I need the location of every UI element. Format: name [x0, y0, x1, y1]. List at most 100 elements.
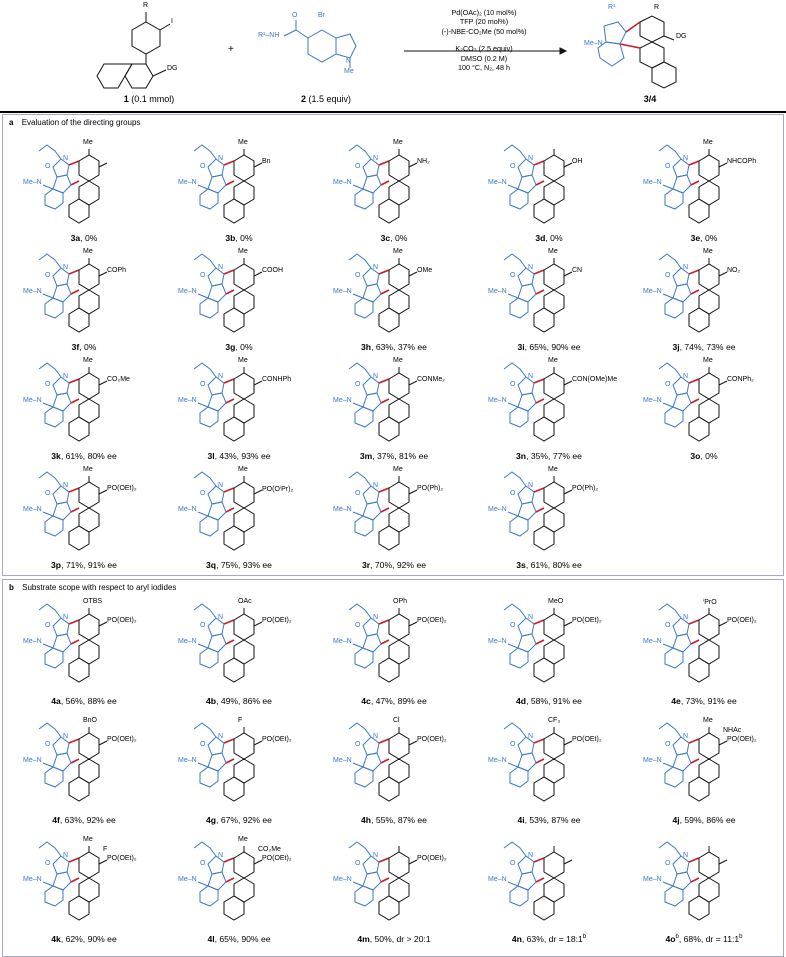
- compound-3q: O N Me–N Me PO(OⁱPr)₂ 3q, 75%, 93% ee: [164, 466, 314, 578]
- n-methyl-label: Me–N: [333, 757, 352, 764]
- carbonyl-o-label: O: [355, 490, 361, 497]
- reactant-1-amount: (0.1 mmol): [131, 94, 175, 104]
- carbonyl-o-label: O: [200, 381, 206, 388]
- directing-group-label: CON(OMe)Me: [572, 376, 618, 383]
- carbonyl-o-label: O: [510, 272, 516, 279]
- compound-structure: [38, 841, 108, 921]
- directing-group-label: OMe: [417, 267, 433, 274]
- reactant-2-br-label: Br: [318, 12, 325, 19]
- n-methyl-label: Me–N: [643, 638, 662, 645]
- compound-yield: , 59%, 86% ee: [679, 815, 736, 825]
- reactant-1-dg-label: DG: [167, 65, 178, 72]
- compound-structure: [38, 603, 108, 683]
- compound-number: 4c: [361, 696, 371, 706]
- compound-caption: 3i, 65%, 90% ee: [474, 342, 624, 352]
- top-substituent-label: Me: [548, 357, 558, 364]
- directing-group-label: PO(OEt)₂: [262, 855, 292, 862]
- compound-caption: 3g, 0%: [164, 342, 314, 352]
- compound-4m: O N Me–N PO(OEt)₂ 4m, 50%, dr > 20:1: [319, 838, 469, 948]
- compound-structure: [348, 722, 418, 802]
- n-methyl-label: Me–N: [643, 288, 662, 295]
- n-methyl-label: Me–N: [488, 638, 507, 645]
- compound-caption: 3j, 74%, 73% ee: [629, 342, 779, 352]
- compound-caption: 4l, 65%, 90% ee: [164, 934, 314, 944]
- extra-substituent-label: F: [103, 846, 108, 853]
- top-substituent-label: OPh: [393, 598, 408, 605]
- n-methyl-label: Me–N: [178, 506, 197, 513]
- reactant-1-r-label: R: [143, 2, 149, 9]
- amide-n-label: N: [373, 733, 379, 740]
- compound-yield: , 0%: [80, 233, 98, 243]
- product-r1-label: R¹: [608, 4, 616, 11]
- compound-3l: O N Me–N Me CONHPh 3l, 43%, 93% ee: [164, 357, 314, 469]
- compound-4a: O N Me–N OTBS PO(OEt)₂ 4a, 56%, 88% ee: [9, 598, 159, 710]
- compound-3b: O N Me–N Me Bn 3b, 0%: [164, 139, 314, 251]
- compound-yield: , 55%, 87% ee: [371, 815, 427, 825]
- compound-structure: [503, 144, 573, 224]
- n-methyl-label: Me–N: [643, 876, 662, 883]
- compound-yield: , 68%, dr = 11:1: [678, 934, 740, 944]
- carbonyl-o-label: O: [665, 163, 671, 170]
- top-substituent-label: Me: [703, 248, 713, 255]
- compound-number: 3r: [361, 560, 371, 570]
- top-substituent-label: Me: [238, 139, 248, 146]
- compound-yield: , 65%, 90% ee: [524, 342, 581, 352]
- directing-group-label: PO(OEt)₂: [107, 485, 137, 492]
- n-methyl-label: Me–N: [23, 506, 42, 513]
- compound-number: 4d: [516, 696, 527, 706]
- compound-number: 3k: [51, 451, 61, 461]
- compound-structure: [193, 471, 263, 551]
- top-substituent-label: Me: [238, 466, 248, 473]
- carbonyl-o-label: O: [665, 381, 671, 388]
- directing-group-label: COOH: [262, 267, 283, 274]
- compound-structure: [348, 362, 418, 442]
- compound-yield: , 65%, 90% ee: [214, 934, 271, 944]
- n-methyl-label: Me–N: [643, 397, 662, 404]
- directing-group-label: CONMe₂: [417, 376, 445, 383]
- amide-n-label: N: [63, 264, 69, 271]
- amide-n-label: N: [218, 264, 224, 271]
- carbonyl-o-label: O: [510, 622, 516, 629]
- compound-number: 3b: [225, 233, 236, 243]
- compound-3o: O N Me–N Me CONPh₂ 3o, 0%: [629, 357, 779, 469]
- condition-line-6: 100 °C, N₂, 48 h: [457, 63, 510, 73]
- carbonyl-o-label: O: [355, 163, 361, 170]
- panel-a: a Evaluation of the directing groups O N M…: [2, 114, 784, 576]
- compound-structure: [193, 144, 263, 224]
- carbonyl-o-label: O: [45, 272, 51, 279]
- compound-caption: 3k, 61%, 80% ee: [9, 451, 159, 461]
- compound-caption: 4c, 47%, 89% ee: [319, 696, 469, 706]
- reactant-2-n-label: N: [346, 58, 352, 65]
- compound-3c: O N Me–N Me NH₂ 3c, 0%: [319, 139, 469, 251]
- top-substituent-label: Me: [548, 466, 558, 473]
- compound-structure: [193, 841, 263, 921]
- compound-yield: , 70%, 92% ee: [370, 560, 427, 570]
- directing-group-label: NH₂: [417, 158, 430, 165]
- top-substituent-label: Me: [548, 248, 558, 255]
- amide-n-label: N: [683, 264, 689, 271]
- reactant-2-o-label: O: [292, 12, 298, 19]
- amide-n-label: N: [373, 482, 379, 489]
- compound-yield: , 58%, 91% ee: [526, 696, 582, 706]
- compound-number: 4o: [665, 934, 676, 944]
- compound-number: 3p: [51, 560, 62, 570]
- compound-caption: 4i, 53%, 87% ee: [474, 815, 624, 825]
- compound-structure: [348, 841, 418, 921]
- compound-yield: , 0%: [390, 233, 408, 243]
- carbonyl-o-label: O: [665, 860, 671, 867]
- reaction-scheme: R I DG 1 (0.1 mmol) + Br O R¹–NH N Me 2 …: [0, 0, 786, 110]
- amide-n-label: N: [373, 264, 379, 271]
- compound-number: 4e: [671, 696, 681, 706]
- compound-structure: [38, 722, 108, 802]
- carbonyl-o-label: O: [45, 490, 51, 497]
- carbonyl-o-label: O: [45, 381, 51, 388]
- directing-group-label: PO(OEt)₂: [572, 617, 602, 624]
- amide-n-label: N: [373, 373, 379, 380]
- carbonyl-o-label: O: [45, 741, 51, 748]
- top-substituent-label: Me: [238, 836, 248, 843]
- compound-4h: O N Me–N Cl PO(OEt)₂ 4h, 55%, 87% ee: [319, 717, 469, 829]
- n-methyl-label: Me–N: [333, 397, 352, 404]
- compound-structure: [193, 603, 263, 683]
- reactant-2-me-label: Me: [344, 68, 354, 75]
- compound-3f: O N Me–N Me COPh 3f, 0%: [9, 248, 159, 360]
